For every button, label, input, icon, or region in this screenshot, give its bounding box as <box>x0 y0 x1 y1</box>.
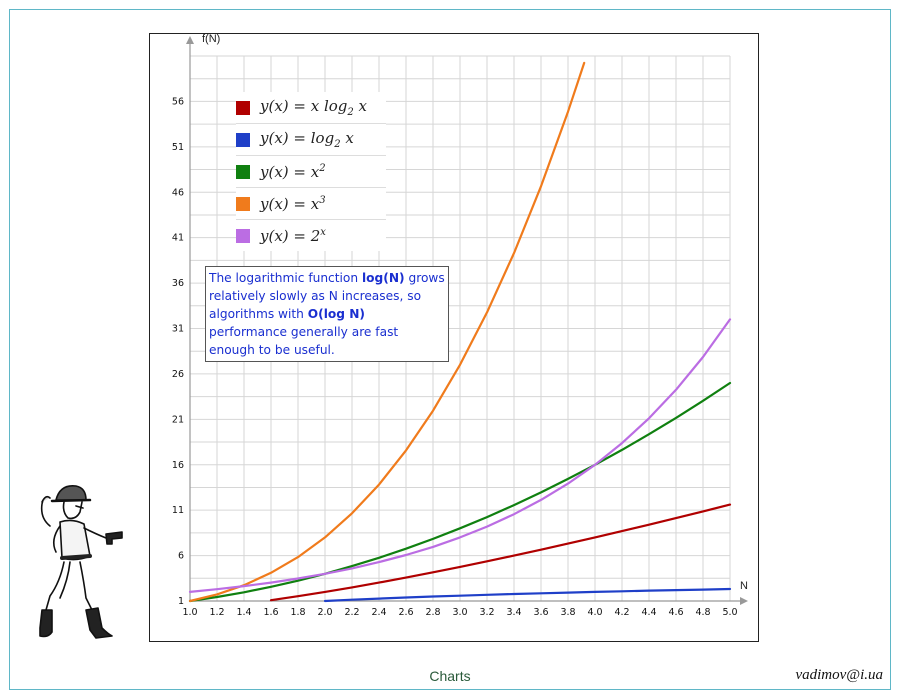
legend-item: y(x) = x3 <box>236 188 386 220</box>
x-axis-arrow <box>740 597 748 605</box>
annotation-text: The logarithmic function <box>209 271 362 285</box>
legend-swatch <box>236 196 250 211</box>
x-tick-label: 5.0 <box>722 607 737 618</box>
annotation-text: grows relatively slowly as N increases, … <box>209 271 445 321</box>
tick-layer: Nf(N) 1.0 1.2 1.4 1.6 1.8 2.0 2.2 2.4 2.6 2.8 3.0 3.… <box>172 34 748 618</box>
legend-item: y(x) = 2x <box>236 220 386 251</box>
x-tick-label: 2.8 <box>425 607 440 618</box>
legend-label: y(x) = x3 <box>260 194 326 213</box>
series-layer <box>188 61 732 603</box>
x-tick-label: 3.6 <box>533 607 548 618</box>
x-tick-label: 4.2 <box>614 607 629 618</box>
x-tick-label: 1.4 <box>236 607 251 618</box>
y-tick-label: 6 <box>178 551 184 562</box>
chart-legend: y(x) = x log2 x y(x) = log2 x y(x) = x2 y(x… <box>236 92 386 251</box>
series-line-2 <box>188 381 732 603</box>
legend-label: y(x) = x log2 x <box>260 97 368 118</box>
x-tick-label: 1.2 <box>209 607 224 618</box>
x-tick-label: 1.0 <box>182 607 197 618</box>
annotation-box: The logarithmic function log(N) grows re… <box>205 266 449 362</box>
x-axis-label: N <box>740 580 748 592</box>
x-tick-label: 3.0 <box>452 607 467 618</box>
y-tick-label: 11 <box>172 505 184 516</box>
x-tick-label: 1.6 <box>263 607 278 618</box>
y-tick-label: 1 <box>178 596 184 607</box>
y-axis-arrow <box>186 36 194 44</box>
series-line-0 <box>269 503 732 602</box>
legend-swatch <box>236 100 250 115</box>
x-tick-label: 2.2 <box>344 607 359 618</box>
y-tick-label: 26 <box>172 369 184 380</box>
x-tick-label: 2.6 <box>398 607 413 618</box>
y-tick-label: 46 <box>172 187 184 198</box>
x-tick-label: 4.4 <box>641 607 656 618</box>
legend-item: y(x) = x2 <box>236 156 386 188</box>
annotation-bold-text: O(log N) <box>307 307 365 321</box>
legend-swatch <box>236 164 250 179</box>
page-frame <box>9 9 891 690</box>
soldier-with-pistol-sketch-icon <box>20 478 130 648</box>
x-tick-label: 2.0 <box>317 607 332 618</box>
y-tick-label: 41 <box>172 233 184 244</box>
x-tick-label: 4.8 <box>695 607 710 618</box>
legend-swatch <box>236 228 250 243</box>
y-tick-label: 56 <box>172 96 184 107</box>
y-tick-label: 16 <box>172 460 184 471</box>
annotation-text: performance generally are fast enough to… <box>209 325 399 357</box>
x-tick-label: 2.4 <box>371 607 386 618</box>
x-tick-label: 3.8 <box>560 607 575 618</box>
annotation-bold-text: log(N) <box>361 271 405 285</box>
x-tick-label: 1.8 <box>290 607 305 618</box>
legend-label: y(x) = x2 <box>260 162 326 181</box>
legend-swatch <box>236 132 250 147</box>
x-tick-label: 4.6 <box>668 607 683 618</box>
legend-label: y(x) = 2x <box>260 226 326 245</box>
series-line-3 <box>188 61 586 603</box>
series-line-1 <box>323 587 732 603</box>
y-tick-label: 31 <box>172 324 184 335</box>
y-axis-label: f(N) <box>202 34 220 45</box>
axis-layer <box>186 36 748 605</box>
footer-email: vadimov@i.ua <box>795 667 883 683</box>
x-tick-label: 3.4 <box>506 607 521 618</box>
footer-caption: Charts <box>429 668 471 684</box>
legend-item: y(x) = log2 x <box>236 124 386 156</box>
legend-item: y(x) = x log2 x <box>236 92 386 124</box>
x-tick-label: 3.2 <box>479 607 494 618</box>
y-tick-label: 36 <box>172 278 184 289</box>
legend-label: y(x) = log2 x <box>260 129 354 150</box>
x-tick-label: 4.0 <box>587 607 602 618</box>
y-tick-label: 51 <box>172 142 184 153</box>
y-tick-label: 21 <box>172 414 184 425</box>
chart-svg: Nf(N) 1.0 1.2 1.4 1.6 1.8 2.0 2.2 2.4 2.6 2.8 3.0 3.… <box>172 34 748 618</box>
series-line-4 <box>188 318 732 594</box>
